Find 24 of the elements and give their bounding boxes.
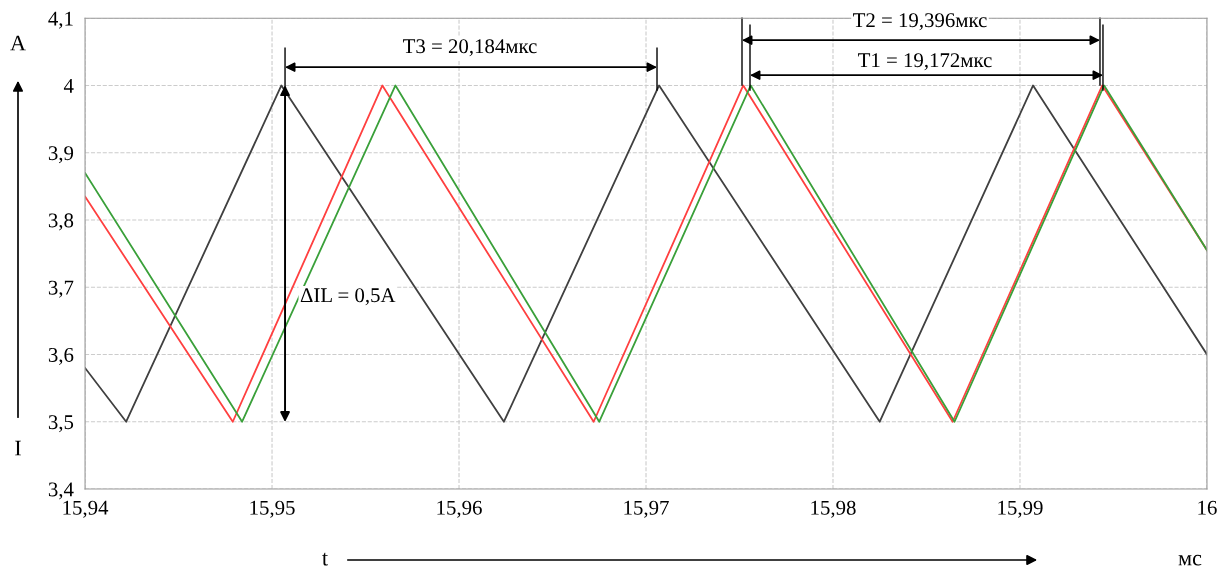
x-tick-label: 15,98: [811, 500, 856, 518]
x-tick-label: 15,97: [624, 500, 669, 518]
y-tick-label: 3,7: [48, 280, 74, 298]
annotation: T2 = 19,396мкс: [853, 13, 987, 31]
x-tick-label: 15,96: [437, 500, 482, 518]
y-tick-label: 4,1: [48, 11, 73, 29]
x-tick-label: 15,94: [63, 500, 109, 518]
x-axis-title: t: [322, 552, 328, 566]
y-axis-title: I: [15, 440, 21, 456]
x-tick-label: 15,99: [998, 500, 1043, 518]
annotation: T1 = 19,172мкс: [858, 53, 992, 71]
y-tick-label: 3,4: [48, 482, 74, 500]
x-tick-label: 15,95: [250, 500, 295, 518]
y-tick-label: 3,9: [48, 146, 74, 164]
annotation: ΔIL = 0,5A: [300, 288, 396, 306]
x-tick-label: 16: [1198, 500, 1217, 515]
annotation: T3 = 20,184мкс: [403, 39, 537, 57]
y-tick-label: 4: [63, 78, 74, 93]
line-series: [85, 84, 1207, 423]
y-tick-label: 3,5: [48, 415, 74, 433]
y-tick-label: 3,8: [48, 213, 74, 231]
text: мс: [1178, 554, 1202, 566]
y-tick-label: 3,6: [48, 347, 74, 365]
text: A: [10, 35, 26, 51]
